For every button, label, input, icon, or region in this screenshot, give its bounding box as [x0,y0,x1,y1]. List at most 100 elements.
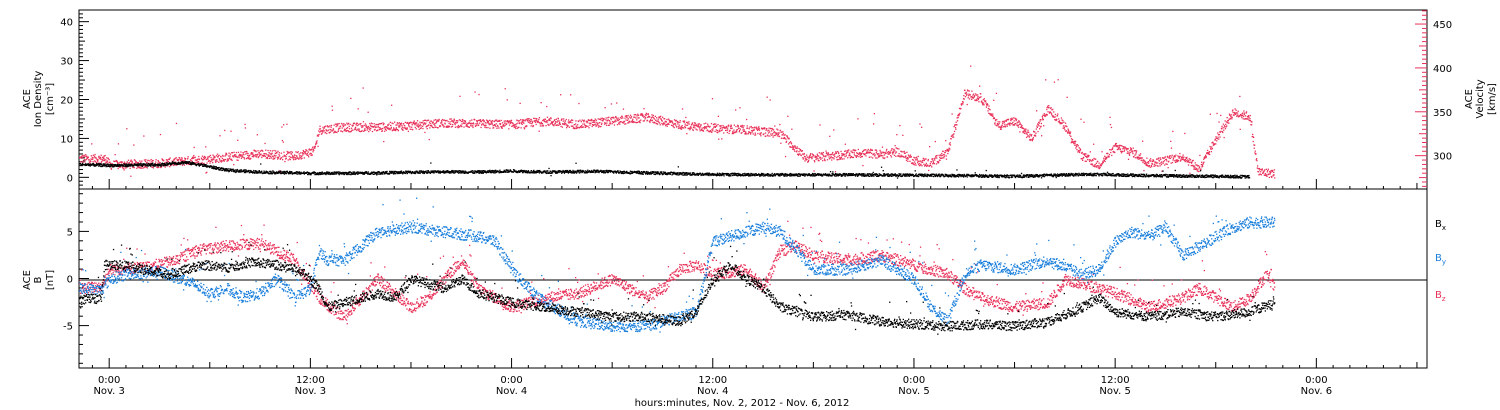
data-point [279,155,281,157]
data-point [118,162,120,164]
data-point [548,124,550,126]
data-point [725,129,727,132]
data-point [293,157,295,159]
data-point [882,155,884,157]
data-point [835,152,837,154]
data-point [803,158,805,160]
data-point [437,120,440,122]
data-point [205,158,208,161]
data-point [1192,164,1194,166]
data-point [818,160,820,162]
data-point [1139,157,1141,160]
data-point [448,122,450,125]
data-point [749,132,751,134]
data-point [823,155,825,158]
data-point [396,122,398,124]
data-point [951,134,954,136]
data-point [100,161,103,163]
data-point [892,153,894,155]
data-point [780,142,782,144]
data-point [1056,119,1058,121]
data-point [1171,161,1174,164]
data-point [1036,110,1038,112]
data-point [340,130,342,132]
data-point [267,155,269,157]
data-point [941,152,943,155]
data-point [224,129,226,132]
data-point [567,121,569,123]
data-point [832,151,834,154]
data-point [954,124,956,127]
data-point [780,131,782,133]
data-point [570,125,572,127]
data-point [1100,165,1102,167]
data-point [455,122,457,124]
data-point [1173,155,1176,157]
data-point [870,149,872,151]
data-point [741,124,743,127]
data-point [1117,145,1119,147]
data-point [1255,153,1257,155]
data-point [743,130,745,133]
data-point [1218,134,1221,136]
data-point [501,122,504,124]
data-point [807,161,809,163]
data-point [874,154,876,156]
data-point [859,154,861,156]
data-point [1058,121,1060,123]
data-point [899,124,901,127]
data-point [670,120,672,122]
data-point [331,109,334,111]
data-point [976,99,978,101]
data-point [82,155,84,157]
data-point [771,134,773,136]
data-point [986,103,988,105]
data-point [812,156,814,158]
data-point [167,165,169,167]
data-point [933,158,935,160]
data-point [589,124,591,126]
data-point [195,161,197,163]
data-point [440,122,442,124]
data-point [944,151,946,154]
data-point [928,165,930,167]
data-point [272,155,274,157]
data-point [91,156,93,159]
data-point [719,125,721,127]
data-point [843,158,845,160]
data-point [718,138,720,140]
data-point [845,155,847,157]
data-point [657,123,659,125]
data-point [1027,135,1029,137]
data-point [1188,161,1191,164]
data-point [1236,112,1239,114]
data-point [954,127,957,129]
data-point [289,159,291,161]
data-point [1234,108,1236,110]
data-point [993,99,995,101]
data-point [557,120,559,122]
data-point [296,155,298,157]
data-point [138,166,141,169]
data-point [856,152,858,154]
data-point [741,131,743,134]
data-point [1133,156,1135,158]
data-point [875,157,877,159]
data-point [365,127,368,129]
data-point [574,127,576,129]
data-point [839,157,841,159]
data-point [728,132,730,135]
data-point [245,157,248,160]
data-point [729,125,731,128]
data-point [256,155,258,157]
data-point [1106,156,1108,159]
data-point [842,154,844,156]
data-point [483,120,485,122]
data-point [268,155,270,157]
data-point [929,146,931,148]
data-point [1000,125,1003,127]
data-point [628,120,630,122]
data-point [723,126,725,128]
data-point [892,151,895,154]
data-point [81,155,83,157]
